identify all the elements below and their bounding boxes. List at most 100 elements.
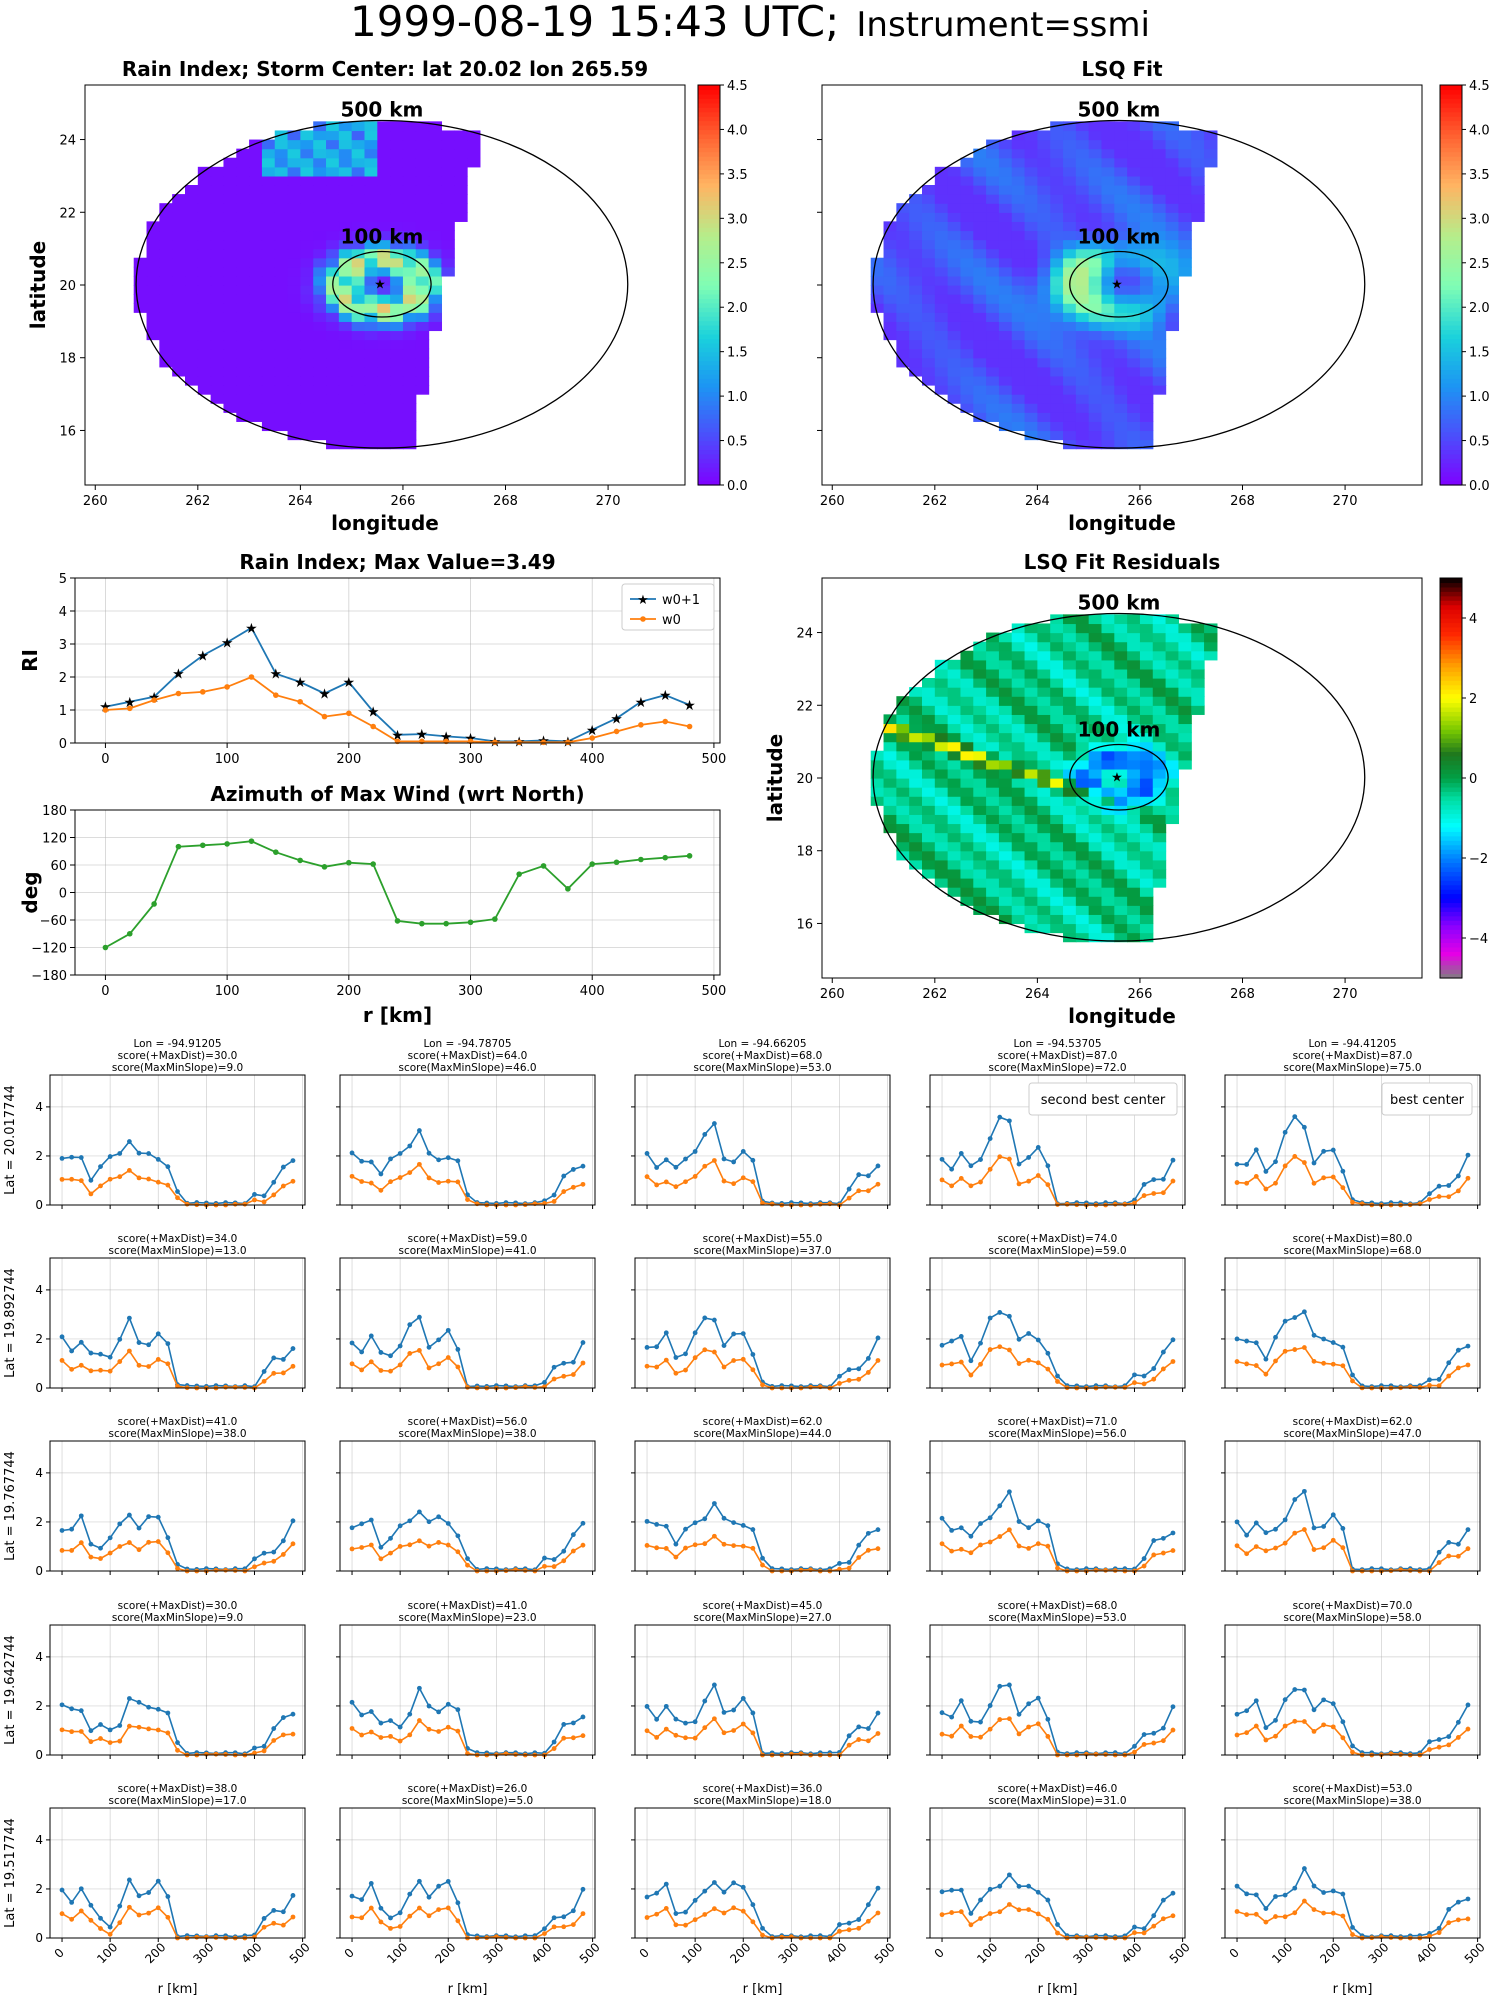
colorbar-swatch [698, 160, 720, 166]
data-point [261, 1560, 267, 1566]
map-cell [934, 787, 949, 797]
map-cell [210, 285, 225, 295]
data-point [1244, 1891, 1250, 1897]
map-cell [922, 732, 936, 743]
colorbar-swatch [1440, 422, 1462, 428]
colorbar-swatch [1440, 929, 1462, 935]
data-point [1282, 1914, 1288, 1920]
map-cell [947, 303, 962, 313]
map-cell [947, 394, 962, 404]
colorbar-swatch [698, 98, 720, 104]
colorbar-swatch [1440, 609, 1462, 615]
map-cell [326, 130, 340, 141]
map-cell [960, 321, 974, 332]
map-cell [1127, 330, 1141, 341]
map-cell [1165, 157, 1180, 168]
map-cell [986, 878, 1000, 888]
map-cell [1088, 887, 1103, 897]
data-point [1388, 1935, 1394, 1940]
map-cell [909, 230, 923, 241]
map-cell [1139, 687, 1154, 697]
map-cell [934, 832, 949, 843]
data-point [1311, 1883, 1317, 1889]
map-cell [313, 375, 327, 386]
data-point [1273, 1717, 1278, 1723]
data-point [88, 1350, 94, 1356]
colorbar-swatch [1440, 445, 1462, 451]
data-point [570, 1167, 576, 1172]
axes-frame [929, 1257, 1186, 1389]
data-point [1016, 1361, 1022, 1366]
map-cell [390, 139, 404, 150]
data-point [1301, 1124, 1307, 1130]
map-cell [1063, 878, 1077, 888]
data-point [750, 1902, 756, 1908]
map-cell [1050, 714, 1064, 725]
map-cell [415, 139, 430, 150]
map-cell [1114, 923, 1128, 934]
map-cell [1114, 859, 1128, 870]
map-cell [261, 139, 276, 150]
map-cell [1088, 430, 1103, 441]
small-plot: Lon = -94.41205score(+MaxDist)=87.0score… [1221, 1038, 1481, 1209]
map-cell [1075, 650, 1090, 661]
map-cell [998, 312, 1013, 322]
small-plot-title: Lon = -94.91205 [133, 1038, 221, 1050]
axes-frame [634, 1807, 891, 1939]
map-cell [1088, 157, 1103, 168]
map-cell [300, 357, 314, 368]
data-point [1026, 1525, 1032, 1531]
map-cell [1024, 659, 1038, 670]
map-cell [236, 221, 250, 232]
colorbar-swatch [1440, 760, 1462, 766]
map-cell [1063, 230, 1077, 241]
map-cell [377, 239, 391, 250]
data-point [798, 1567, 804, 1573]
map-cell [1114, 148, 1128, 159]
map-cell [236, 330, 250, 341]
map-cell [960, 668, 974, 679]
map-cell [960, 294, 974, 304]
map-cell [1050, 650, 1064, 661]
map-cell [947, 357, 962, 368]
map-cell [1101, 157, 1115, 168]
colorbar-swatch [1440, 373, 1462, 379]
map-cell [909, 823, 923, 834]
map-cell [934, 868, 949, 879]
map-cell [960, 257, 974, 268]
map-cell [1050, 887, 1064, 897]
map-cell [1050, 732, 1064, 743]
data-point [346, 859, 352, 866]
map-cell [185, 275, 199, 286]
map-cell [986, 850, 1000, 861]
map-cell [973, 696, 987, 706]
map-cell [1075, 905, 1090, 915]
data-point [1340, 1891, 1346, 1897]
map-cell [300, 148, 314, 159]
data-point [683, 1367, 688, 1373]
map-cell [1063, 375, 1077, 386]
data-point [673, 1732, 679, 1738]
map-cell [909, 194, 923, 204]
data-point [1455, 1917, 1461, 1923]
map-cell [390, 312, 404, 322]
map-cell [1114, 623, 1128, 634]
data-point [88, 1739, 94, 1745]
data-point [107, 1354, 113, 1360]
data-point [1465, 1527, 1471, 1533]
map-cell [1139, 385, 1154, 395]
map-cell [909, 705, 923, 715]
data-point [1263, 1186, 1269, 1192]
data-point [1292, 1154, 1298, 1159]
map-cell [1101, 430, 1115, 441]
data-point [711, 1501, 717, 1506]
colorbar-swatch [1440, 804, 1462, 810]
map-cell [1139, 641, 1154, 652]
colorbar-swatch [698, 360, 720, 366]
data-point [290, 1363, 296, 1369]
data-point [426, 1344, 432, 1350]
map-cell [1024, 285, 1038, 295]
map-cell [249, 285, 263, 295]
map-cell [428, 157, 443, 168]
data-point [107, 1740, 113, 1745]
